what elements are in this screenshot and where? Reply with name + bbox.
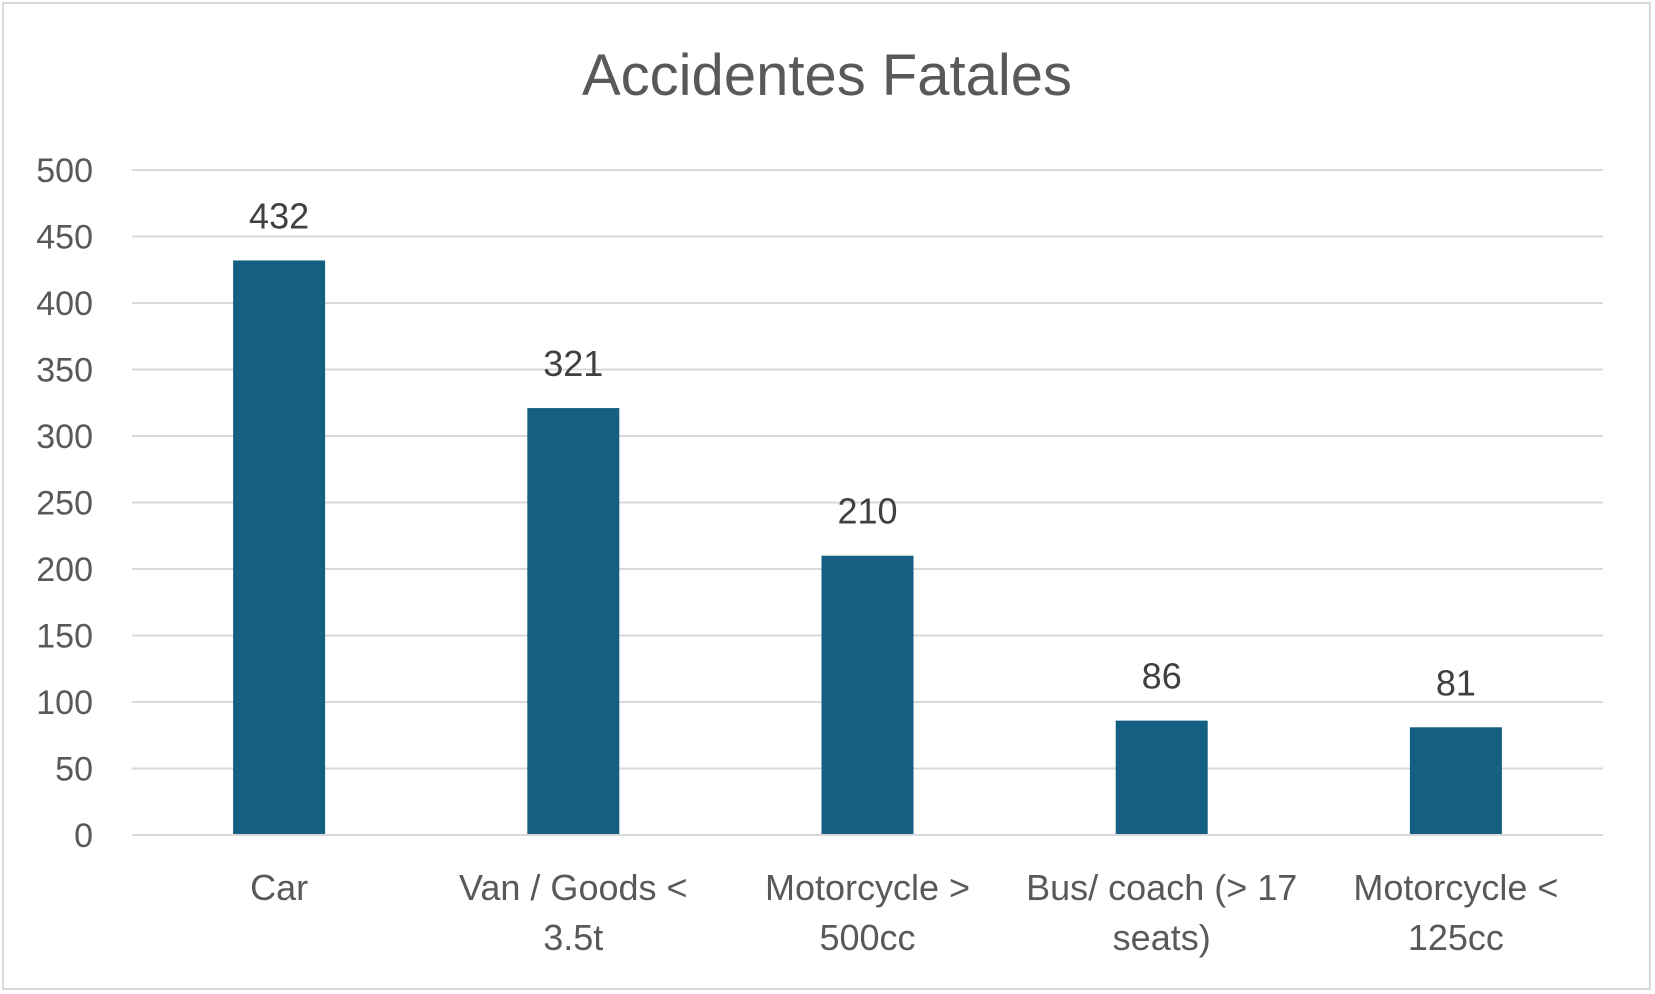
y-tick-label: 350 (36, 352, 93, 390)
y-tick-label: 400 (36, 285, 93, 323)
chart-title: Accidentes Fatales (582, 43, 1072, 108)
data-label: 81 (1436, 662, 1476, 703)
y-tick-label: 450 (36, 219, 93, 257)
bar (1115, 720, 1208, 834)
bars (233, 260, 1502, 834)
y-tick-label: 500 (36, 152, 93, 190)
bar (1409, 727, 1502, 834)
y-tick-label: 50 (55, 751, 93, 789)
bar (821, 555, 914, 834)
data-labels: 432 321 210 86 81 (249, 195, 1476, 703)
y-tick-label: 150 (36, 618, 93, 656)
data-label: 86 (1142, 656, 1182, 697)
category-label: Bus/ coach (> 17 seats) (1026, 867, 1297, 958)
x-axis-categories: Car Van / Goods <3.5t Motorcycle >500cc Bus… (250, 867, 1558, 958)
bar (527, 408, 620, 834)
y-tick-label: 250 (36, 485, 93, 523)
y-tick-label: 200 (36, 551, 93, 589)
gridlines (132, 169, 1603, 836)
y-tick-label: 100 (36, 684, 93, 722)
category-label: Car (250, 867, 308, 908)
data-label: 321 (543, 343, 603, 384)
category-label: Motorcycle >500cc (765, 867, 970, 958)
bar (233, 260, 326, 834)
category-label: Motorcycle <125cc (1353, 867, 1558, 958)
category-label: Van / Goods <3.5t (459, 867, 687, 958)
y-axis-ticks: 0 50 100 150 200 250 300 350 400 450 500 (36, 152, 93, 855)
data-label: 432 (249, 195, 309, 236)
y-tick-label: 0 (74, 817, 93, 855)
y-tick-label: 300 (36, 418, 93, 456)
data-label: 210 (837, 491, 897, 532)
